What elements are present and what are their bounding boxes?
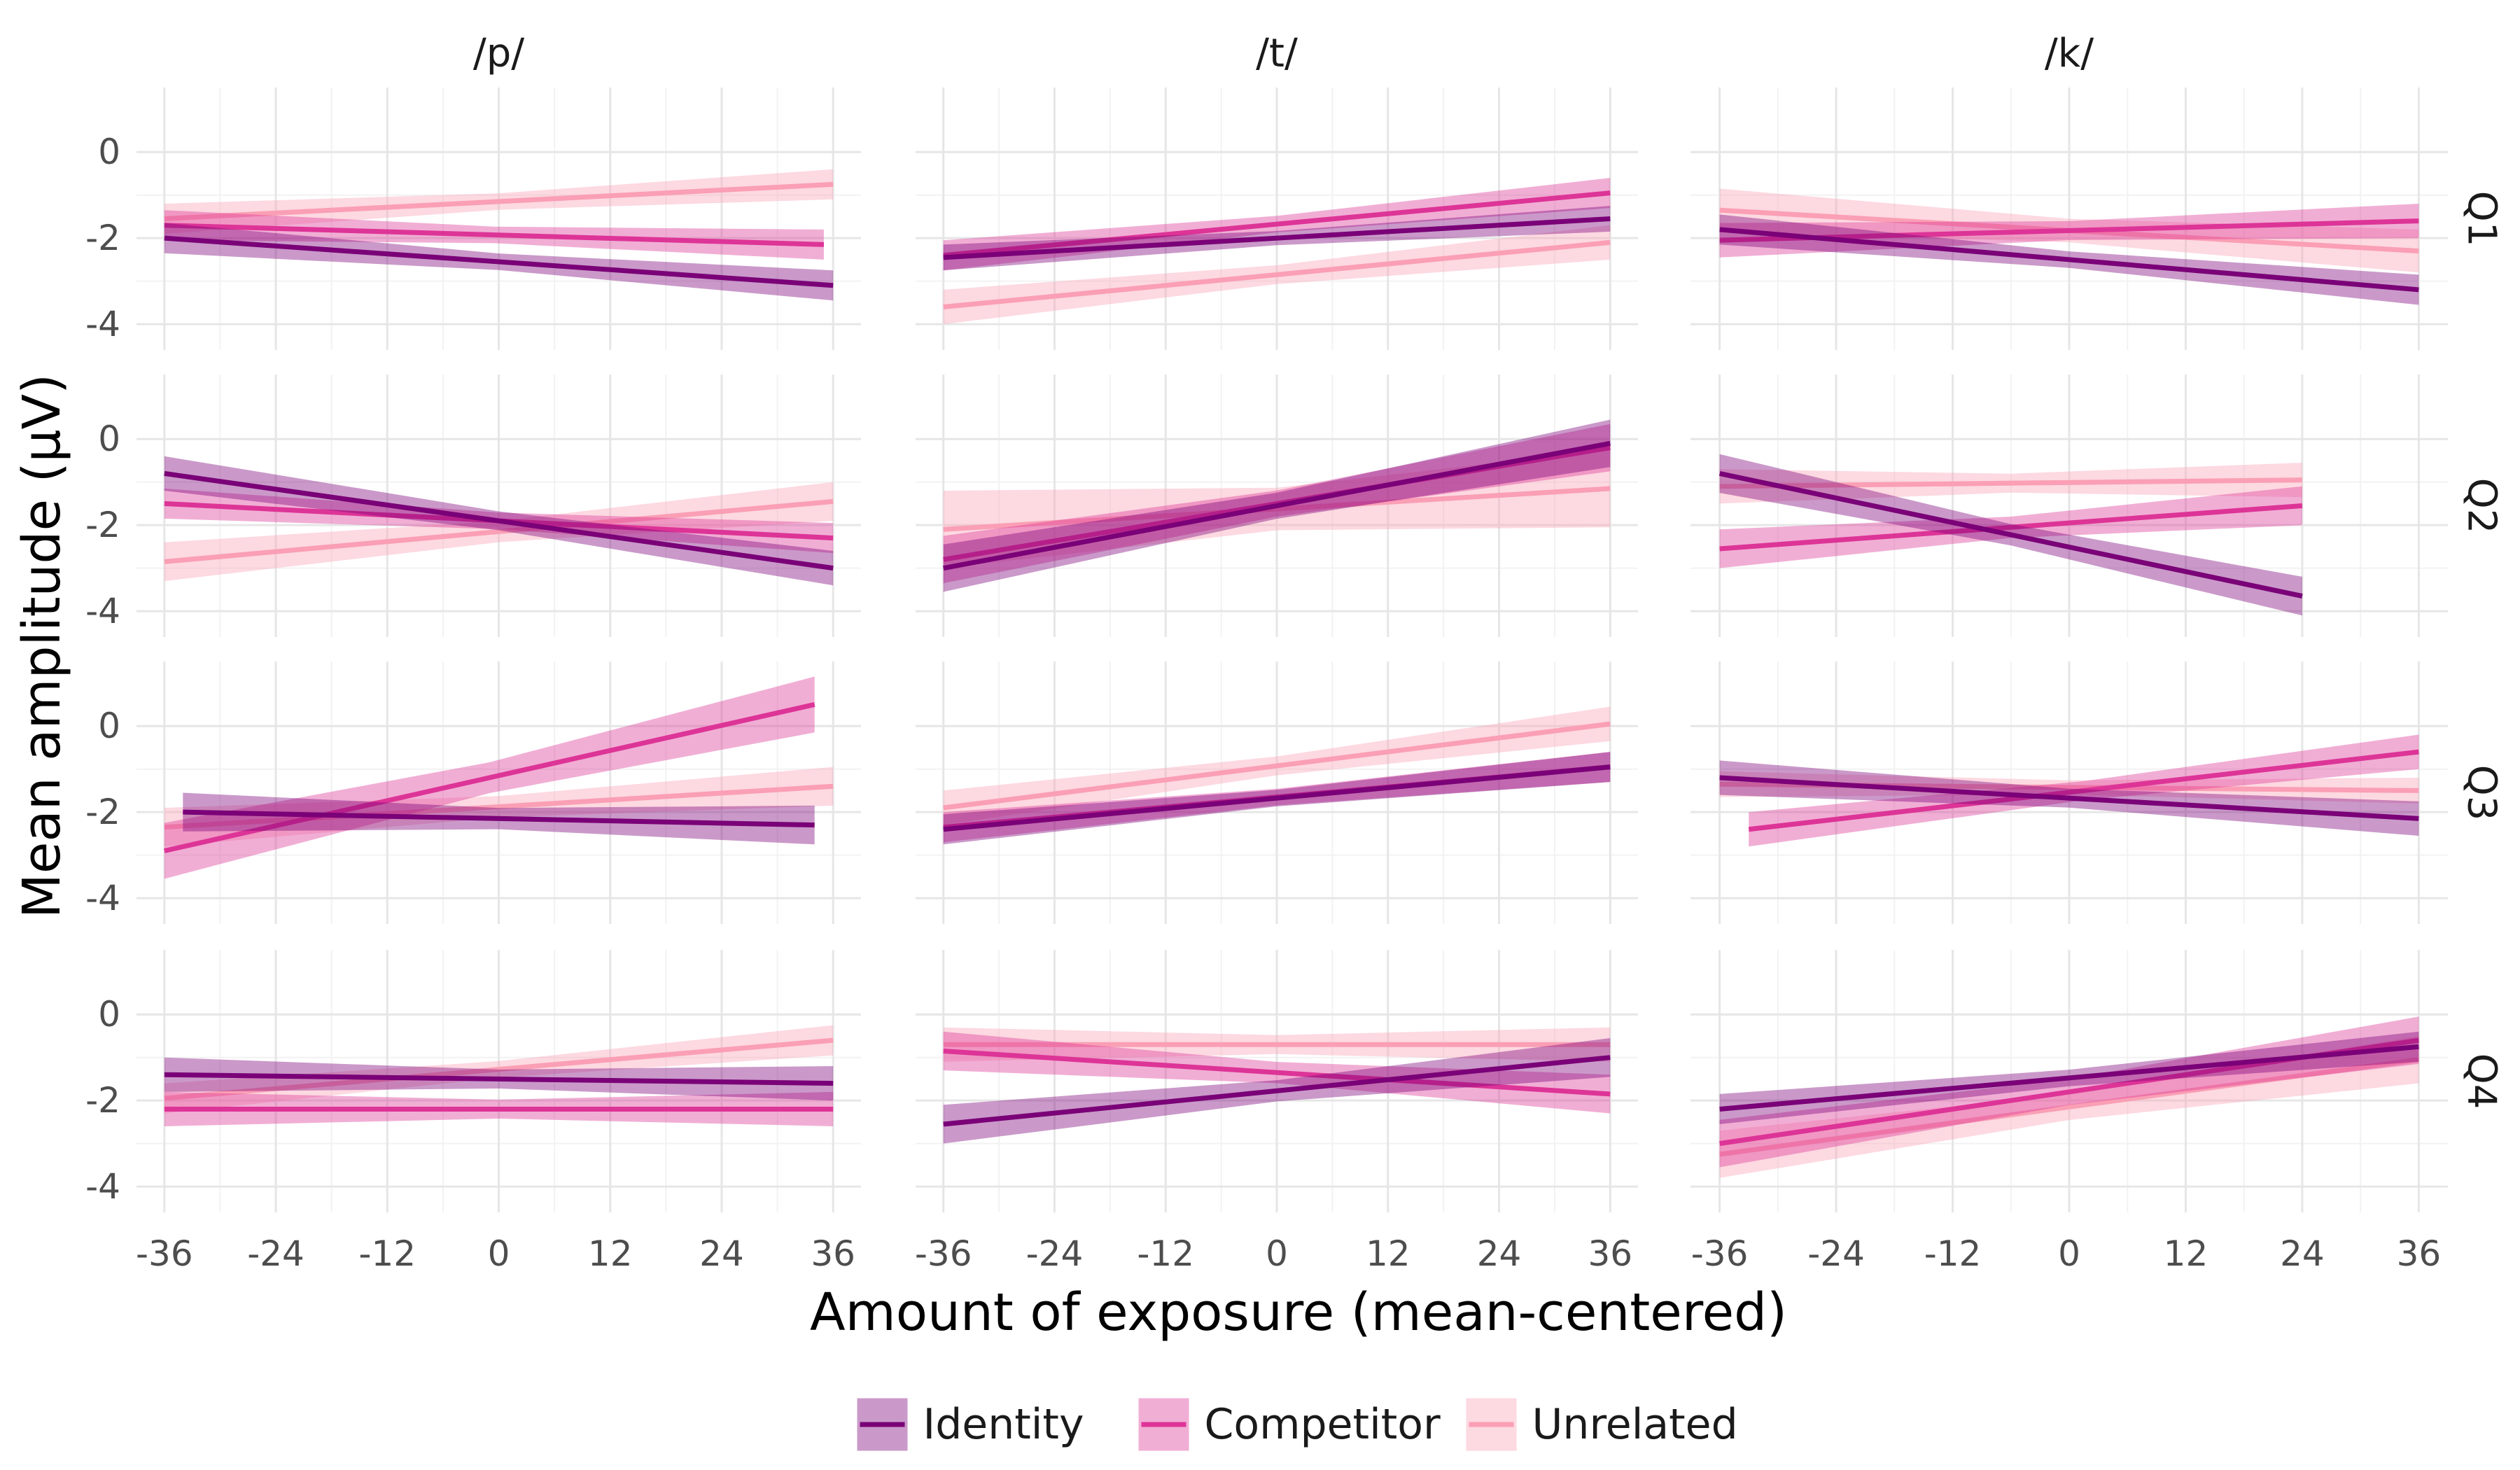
- x-tick-label: 36: [2397, 1233, 2442, 1274]
- panel-p-q3: [136, 662, 861, 924]
- trend-line-competitor: [1719, 218, 2419, 243]
- panel-p-q4: [136, 950, 861, 1212]
- x-tick-label: -12: [358, 1233, 416, 1274]
- trend-line-identity: [183, 809, 815, 828]
- trend-line-identity: [164, 1072, 834, 1086]
- trend-line-identity: [1719, 1044, 2419, 1112]
- panel-k-q4: [1690, 950, 2448, 1212]
- legend-item-identity: Identity: [857, 1398, 1084, 1451]
- trend-line-identity: [1719, 227, 2419, 293]
- x-tick-label: -12: [1137, 1233, 1194, 1274]
- x-tick-label: 12: [588, 1233, 633, 1274]
- legend-label: Unrelated: [1532, 1400, 1738, 1449]
- facet-row-label: Q1: [2459, 191, 2505, 247]
- trend-line-identity: [943, 1055, 1611, 1127]
- legend-item-unrelated: Unrelated: [1466, 1398, 1738, 1451]
- facet-column-label: /t/: [1256, 31, 1298, 76]
- facet-column-label: /p/: [473, 31, 524, 76]
- trend-line-unrelated: [943, 239, 1611, 310]
- x-tick-label: -12: [1924, 1233, 1982, 1274]
- trend-line-competitor: [943, 1048, 1611, 1097]
- x-tick-label: -36: [1691, 1233, 1749, 1274]
- panel-k-q1: [1690, 88, 2448, 350]
- facet-row-label: Q4: [2459, 1054, 2505, 1110]
- y-tick-label: -2: [85, 1080, 120, 1121]
- trend-line-unrelated: [1719, 477, 2302, 489]
- y-tick-label: -2: [85, 792, 120, 832]
- facet-column-label: /k/: [2045, 31, 2094, 76]
- panel-k-q3: [1690, 662, 2448, 924]
- trend-line-unrelated: [943, 721, 1611, 811]
- trend-line-identity: [1718, 470, 2303, 599]
- x-tick-label: 0: [488, 1233, 510, 1274]
- facet-row-label: Q3: [2459, 765, 2505, 821]
- x-tick-label: 36: [1588, 1233, 1632, 1274]
- x-tick-label: 0: [2058, 1233, 2080, 1274]
- x-axis-title: Amount of exposure (mean-centered): [810, 1282, 1787, 1343]
- x-tick-label: 24: [2280, 1233, 2325, 1274]
- panel-t-q3: [916, 662, 1638, 924]
- trend-line-unrelated: [164, 1037, 834, 1101]
- y-tick-label: -4: [85, 878, 120, 918]
- y-tick-label: 0: [98, 994, 120, 1035]
- facet-row-label: Q2: [2459, 478, 2505, 534]
- y-tick-label: 0: [98, 132, 120, 172]
- x-tick-label: 36: [811, 1233, 855, 1274]
- trend-line-competitor: [1748, 749, 2419, 832]
- y-tick-label: 0: [98, 419, 120, 459]
- trend-line-competitor: [164, 223, 825, 247]
- axis-ticks: 0 -2 -4 0 -2 -4 0 -2 -4 0 -2 -4 -36 -24 -12 0 12 24 36 -36 -…: [85, 132, 2441, 1274]
- legend: Identity Competitor Unrelated: [857, 1398, 1738, 1451]
- x-tick-label: 24: [699, 1233, 744, 1274]
- panel-t-q4: [916, 950, 1638, 1212]
- x-tick-label: 24: [1477, 1233, 1522, 1274]
- y-tick-label: 0: [98, 706, 120, 746]
- x-tick-label: -36: [136, 1233, 193, 1274]
- y-tick-label: -2: [85, 505, 120, 545]
- x-tick-label: -24: [247, 1233, 304, 1274]
- trend-line-identity: [1719, 775, 2419, 821]
- legend-label: Competitor: [1205, 1400, 1441, 1449]
- trend-line-competitor: [164, 702, 816, 853]
- x-tick-label: -36: [915, 1233, 972, 1274]
- x-tick-label: -24: [1026, 1233, 1084, 1274]
- y-tick-label: -4: [85, 304, 120, 344]
- panel-p-q1: [136, 88, 861, 350]
- panel-p-q2: [136, 374, 861, 637]
- panels-layer: [136, 88, 2448, 1212]
- trend-line-unrelated: [1719, 1057, 2419, 1157]
- trend-line-competitor: [943, 190, 1611, 258]
- y-axis-title: Mean amplitude (µV): [12, 374, 72, 918]
- x-tick-label: 12: [2164, 1233, 2208, 1274]
- x-tick-label: 0: [1266, 1233, 1288, 1274]
- trend-line-identity: [943, 764, 1611, 832]
- trend-line-unrelated: [164, 783, 834, 830]
- y-tick-label: -4: [85, 591, 120, 631]
- trend-line-unrelated: [943, 486, 1611, 532]
- panel-k-q2: [1690, 374, 2448, 637]
- trend-line-unrelated: [164, 498, 834, 564]
- trend-line-competitor: [1719, 503, 2303, 552]
- trend-line-identity: [164, 470, 834, 571]
- legend-item-competitor: Competitor: [1138, 1398, 1441, 1451]
- legend-label: Identity: [923, 1400, 1084, 1449]
- facet-strips: /p/ /t/ /k/Q1 Q2 Q3 Q4: [473, 31, 2505, 1109]
- panel-t-q1: [916, 88, 1638, 350]
- panel-t-q2: [916, 374, 1638, 637]
- x-tick-label: 12: [1366, 1233, 1410, 1274]
- trend-line-identity: [943, 440, 1611, 571]
- trend-line-identity: [164, 235, 834, 288]
- x-tick-label: -24: [1807, 1233, 1865, 1274]
- y-tick-label: -2: [85, 218, 120, 258]
- trend-line-identity: [943, 216, 1611, 260]
- trend-line-unrelated: [164, 181, 834, 221]
- y-tick-label: -4: [85, 1166, 120, 1207]
